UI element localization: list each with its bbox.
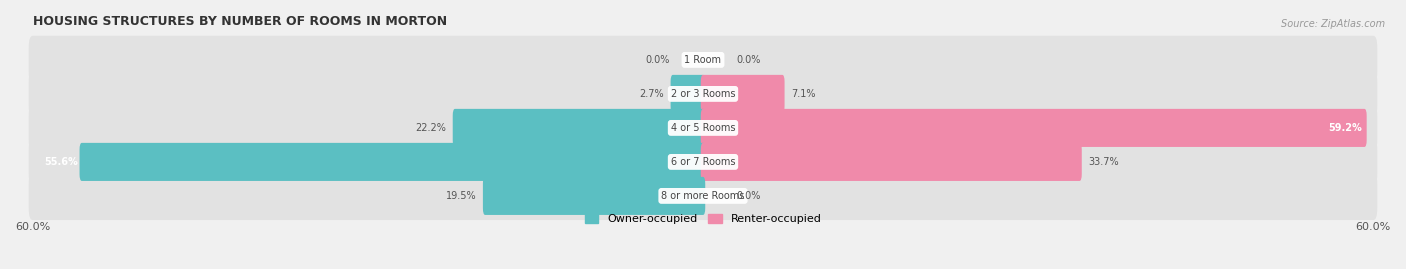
Text: 2.7%: 2.7%	[640, 89, 664, 99]
FancyBboxPatch shape	[80, 143, 706, 181]
Text: 59.2%: 59.2%	[1329, 123, 1362, 133]
Text: 2 or 3 Rooms: 2 or 3 Rooms	[671, 89, 735, 99]
FancyBboxPatch shape	[28, 172, 1378, 220]
Text: 1 Room: 1 Room	[685, 55, 721, 65]
FancyBboxPatch shape	[453, 109, 706, 147]
Legend: Owner-occupied, Renter-occupied: Owner-occupied, Renter-occupied	[581, 210, 825, 229]
Text: Source: ZipAtlas.com: Source: ZipAtlas.com	[1281, 19, 1385, 29]
Text: 7.1%: 7.1%	[792, 89, 815, 99]
FancyBboxPatch shape	[700, 75, 785, 113]
Text: HOUSING STRUCTURES BY NUMBER OF ROOMS IN MORTON: HOUSING STRUCTURES BY NUMBER OF ROOMS IN…	[32, 15, 447, 28]
FancyBboxPatch shape	[28, 138, 1378, 186]
Text: 22.2%: 22.2%	[415, 123, 446, 133]
Text: 19.5%: 19.5%	[446, 191, 477, 201]
FancyBboxPatch shape	[28, 36, 1378, 84]
FancyBboxPatch shape	[28, 70, 1378, 118]
Text: 8 or more Rooms: 8 or more Rooms	[661, 191, 745, 201]
Text: 55.6%: 55.6%	[44, 157, 77, 167]
FancyBboxPatch shape	[671, 75, 706, 113]
FancyBboxPatch shape	[700, 143, 1081, 181]
Text: 0.0%: 0.0%	[645, 55, 669, 65]
Text: 4 or 5 Rooms: 4 or 5 Rooms	[671, 123, 735, 133]
FancyBboxPatch shape	[28, 104, 1378, 152]
FancyBboxPatch shape	[700, 109, 1367, 147]
Text: 0.0%: 0.0%	[737, 55, 761, 65]
Text: 0.0%: 0.0%	[737, 191, 761, 201]
Text: 6 or 7 Rooms: 6 or 7 Rooms	[671, 157, 735, 167]
Text: 33.7%: 33.7%	[1088, 157, 1119, 167]
FancyBboxPatch shape	[482, 177, 706, 215]
